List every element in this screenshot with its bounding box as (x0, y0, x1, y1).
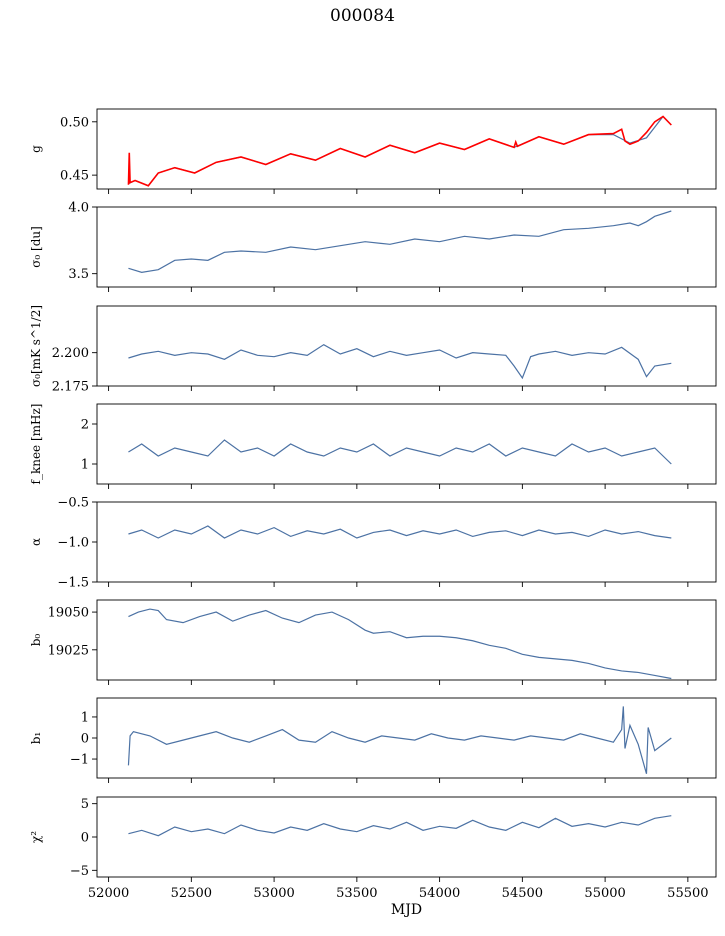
y-axis-label: α (29, 538, 43, 546)
series-line-1 (127, 706, 672, 774)
x-tick-label: 55000 (584, 886, 625, 901)
series-line-1 (128, 815, 672, 837)
y-tick-label: −1 (70, 753, 89, 768)
y-axis-label: σ₀[mK s^1/2] (29, 305, 43, 387)
y-tick-label: 2.200 (52, 346, 89, 361)
axes-frame (96, 501, 717, 583)
y-tick-label: 0 (81, 732, 89, 747)
figure-title: 000084 (330, 6, 395, 26)
y-axis-label: b₁ (29, 732, 43, 745)
y-tick-label: 1 (81, 458, 89, 473)
y-tick-label: 19025 (48, 643, 89, 658)
series-line-1 (128, 343, 672, 380)
y-tick-label: 3.5 (68, 267, 89, 282)
axes-frame (96, 599, 717, 681)
x-tick-label: 54000 (419, 886, 460, 901)
axes-frame (96, 108, 717, 190)
y-axis-label: g (29, 145, 43, 153)
y-axis-label: b₀ (29, 634, 43, 647)
series-line-1 (128, 115, 672, 187)
panel-3: 2.175 2.200 σ₀[mK s^1/2] (29, 305, 717, 395)
y-tick-label: 19050 (48, 606, 89, 621)
x-tick-label: 52000 (88, 886, 129, 901)
panel-8: −5 0 5 52000 52500 53000 53500 54000 54500 55000 5… (29, 796, 717, 901)
x-tick-label: 54500 (502, 886, 543, 901)
panel-5: −1.5 −1.0 −0.5 α (29, 496, 717, 591)
y-tick-label: 0 (81, 831, 89, 846)
y-axis-label: f_knee [mHz] (29, 404, 43, 485)
y-tick-label: 0.50 (60, 115, 89, 130)
x-tick-label: 52500 (171, 886, 212, 901)
axes-frame (96, 796, 717, 878)
y-axis-label: χ² (29, 831, 43, 843)
axes-frame (96, 403, 717, 485)
x-tick-label: 53500 (336, 886, 377, 901)
y-tick-label: 0.45 (60, 169, 89, 184)
y-tick-label: 2.175 (52, 380, 89, 395)
panel-7: −1 0 1 b₁ (29, 697, 717, 783)
axes-frame (96, 206, 717, 288)
panel-6: 19025 19050 b₀ (29, 599, 717, 685)
axes-frame (96, 305, 717, 387)
y-axis-label: σ₀ [du] (29, 226, 43, 268)
series-line-1 (128, 439, 672, 465)
panel-4: 1 2 f_knee [mHz] (29, 403, 717, 489)
series-line-1 (128, 608, 672, 680)
y-tick-label: 2 (81, 418, 89, 433)
panel-2: 3.5 4.0 σ₀ [du] (29, 201, 717, 292)
y-tick-label: −0.5 (57, 496, 89, 511)
series-line-1 (128, 210, 672, 273)
panel-1: 0.45 0.50 g (29, 108, 717, 194)
x-axis-label: MJD (391, 902, 422, 918)
y-tick-label: −1.5 (57, 576, 89, 591)
x-tick-label: 53000 (253, 886, 294, 901)
series-line-1 (128, 525, 672, 539)
x-tick-label: 55500 (667, 886, 708, 901)
series-line-2 (127, 115, 672, 187)
y-tick-label: −5 (70, 864, 89, 879)
y-tick-label: 1 (81, 710, 89, 725)
y-tick-label: 4.0 (68, 201, 89, 216)
y-tick-label: 5 (81, 797, 89, 812)
y-tick-label: −1.0 (57, 536, 89, 551)
